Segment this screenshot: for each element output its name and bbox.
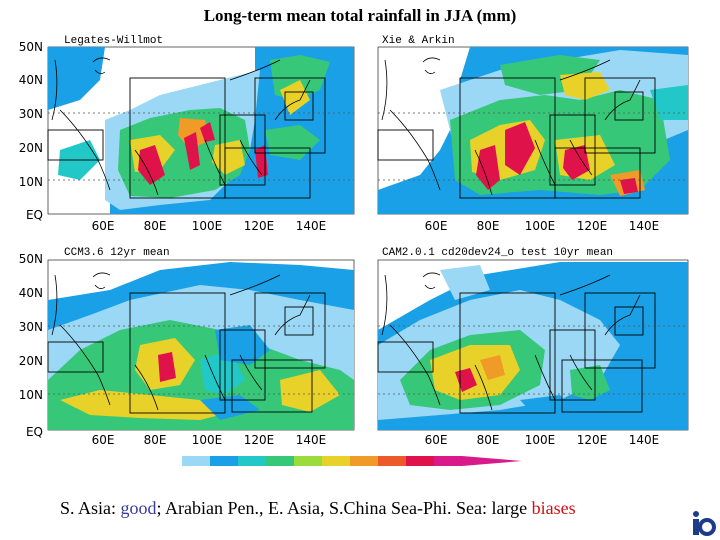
lon-tick: 80E [144,219,167,233]
lat-tick: EQ [26,208,43,222]
lat-tick: 30N [19,320,43,334]
lat-tick: 50N [19,252,43,266]
lon-tick: 60E [92,433,115,447]
panel-label-2: Xie & Arkin [382,35,455,47]
lon-tick: 60E [425,433,448,447]
caption: S. Asia: good; Arabian Pen., E. Asia, S.… [60,498,576,519]
colorbar-swatch [210,456,238,466]
lon-tick: 140E [629,433,660,447]
lat-tick: 20N [19,354,43,368]
colorbar-arrow [462,456,522,466]
colorbar-swatch [350,456,378,466]
lat-tick: 40N [19,286,43,300]
colorbar-swatch [238,456,266,466]
lat-tick: 10N [19,175,43,189]
maps-area: Legates-Willmot Xie & Arkin CCM3.6 12yr … [19,33,689,466]
lon-tick: 120E [244,433,275,447]
caption-part1: S. Asia: [60,498,121,518]
lat-tick: EQ [26,425,43,439]
logo-icon [693,511,716,536]
colorbar-swatch [406,456,434,466]
lon-tick: 140E [296,433,327,447]
map-panel-3 [47,259,355,431]
lat-tick: 50N [19,40,43,54]
lon-tick: 100E [525,219,556,233]
colorbar: 300600900120015001800 [182,456,522,466]
panel-label-4: CAM2.0.1 cd20dev24_o test 10yr mean [382,247,613,259]
colorbar-swatch [322,456,350,466]
lon-tick: 80E [477,433,500,447]
lon-tick: 60E [425,219,448,233]
lon-tick: 80E [144,433,167,447]
colorbar-swatch [378,456,406,466]
map-panel-2 [377,46,689,215]
lon-tick: 100E [192,433,223,447]
colorbar-swatch [434,456,462,466]
lon-tick: 140E [629,219,660,233]
lat-tick: 30N [19,107,43,121]
map-panel-4 [377,259,689,431]
lon-tick: 120E [577,219,608,233]
lon-tick: 80E [477,219,500,233]
colorbar-swatch [294,456,322,466]
lon-tick: 100E [525,433,556,447]
caption-part2: ; Arabian Pen., E. Asia, S.China Sea-Phi… [156,498,532,518]
colorbar-swatch [266,456,294,466]
lon-tick: 120E [244,219,275,233]
colorbar-swatch [182,456,210,466]
caption-biases: biases [531,498,576,518]
lon-tick: 60E [92,219,115,233]
lat-tick: 20N [19,141,43,155]
lon-tick: 100E [192,219,223,233]
panel-label-1: Legates-Willmot [64,35,163,47]
lon-tick: 140E [296,219,327,233]
figure-title: Long-term mean total rainfall in JJA (mm… [203,6,517,25]
lat-tick: 40N [19,73,43,87]
panel-label-3: CCM3.6 12yr mean [64,247,170,259]
map-panel-1 [47,46,355,215]
lat-tick: 10N [19,388,43,402]
caption-good: good [120,498,157,518]
lon-tick: 120E [577,433,608,447]
